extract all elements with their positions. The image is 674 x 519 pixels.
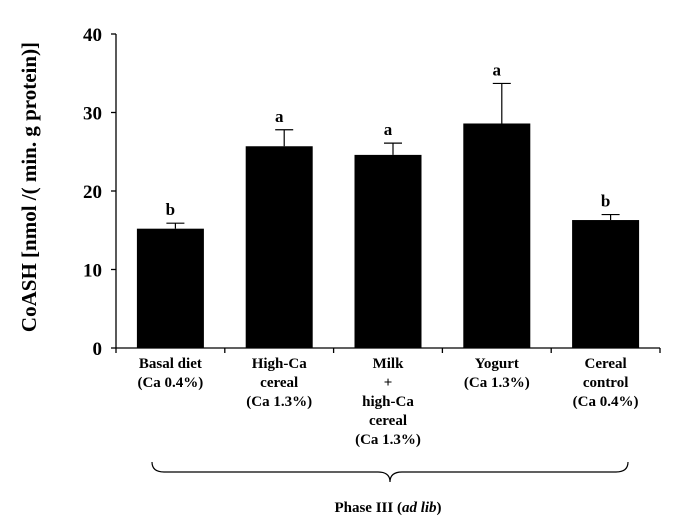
category-label-line: cereal bbox=[260, 375, 298, 391]
bar bbox=[245, 146, 313, 348]
group-label-suffix: ) bbox=[437, 500, 442, 516]
significance-letter: a bbox=[275, 107, 284, 126]
bar bbox=[136, 228, 204, 348]
category-label-line: (Ca 0.4%) bbox=[137, 375, 203, 391]
y-tick-label: 0 bbox=[93, 339, 103, 360]
significance-letters: b a a a b bbox=[166, 60, 611, 219]
group-label-italic: ad lib bbox=[402, 500, 437, 516]
category-label-line: (Ca 1.3%) bbox=[355, 432, 421, 448]
category-label-line: cereal bbox=[369, 413, 407, 429]
significance-letter: b bbox=[166, 200, 175, 219]
category-label-line: (Ca 1.3%) bbox=[246, 394, 312, 410]
category-label: High-Ca cereal (Ca 1.3%) bbox=[246, 356, 312, 410]
significance-letter: b bbox=[601, 192, 610, 211]
category-labels: Basal diet (Ca 0.4%) High-Ca cereal (Ca 1.3%… bbox=[137, 356, 638, 448]
bar bbox=[463, 123, 531, 349]
bars bbox=[136, 123, 640, 349]
y-tick-label: 40 bbox=[83, 25, 102, 46]
y-axis-label: CoASH [nmol /( min. g protein)] bbox=[17, 42, 41, 332]
category-label: Basal diet (Ca 0.4%) bbox=[137, 356, 203, 391]
category-label: Cereal control (Ca 0.4%) bbox=[573, 356, 639, 410]
y-tick-label: 20 bbox=[83, 182, 102, 203]
category-label-line: Yogurt bbox=[475, 356, 519, 372]
category-label-line: (Ca 1.3%) bbox=[464, 375, 530, 391]
group-label: Phase III (ad lib) bbox=[334, 500, 441, 516]
significance-letter: a bbox=[493, 60, 502, 79]
y-ticks: 0 10 20 30 40 bbox=[83, 25, 116, 360]
error-bars bbox=[166, 82, 620, 229]
group-label-prefix: Phase III ( bbox=[334, 500, 402, 516]
category-label-line: control bbox=[583, 375, 629, 391]
category-label-line: + bbox=[384, 375, 393, 391]
category-label-line: Basal diet bbox=[139, 356, 202, 372]
bar bbox=[354, 154, 422, 348]
category-label-line: high-Ca bbox=[362, 394, 414, 410]
significance-letter: a bbox=[384, 120, 393, 139]
bar bbox=[572, 220, 640, 348]
group-brace bbox=[151, 461, 629, 483]
y-tick-label: 30 bbox=[83, 104, 102, 125]
category-label-line: Cereal bbox=[584, 356, 626, 372]
category-label-line: Milk bbox=[373, 356, 404, 372]
y-tick-label: 10 bbox=[83, 261, 102, 282]
category-label: Yogurt (Ca 1.3%) bbox=[464, 356, 530, 391]
category-label: Milk + high-Ca cereal (Ca 1.3%) bbox=[355, 356, 421, 448]
category-label-line: High-Ca bbox=[252, 356, 308, 372]
category-label-line: (Ca 0.4%) bbox=[573, 394, 639, 410]
